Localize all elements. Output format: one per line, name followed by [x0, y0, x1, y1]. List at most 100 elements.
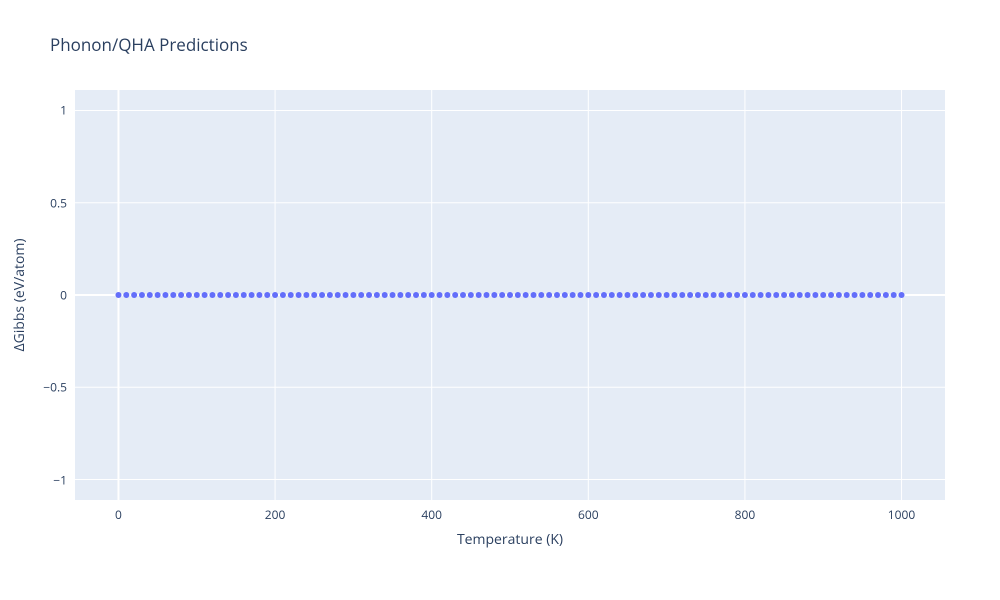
data-point	[632, 292, 638, 298]
data-point	[452, 292, 458, 298]
data-point	[115, 292, 121, 298]
data-point	[515, 292, 521, 298]
data-point	[899, 292, 905, 298]
chart-container: Phonon/QHA Predictions ΔGibbs (eV/atom) …	[0, 0, 1000, 600]
plot-area	[75, 90, 945, 500]
y-tick-label: −0.5	[43, 379, 67, 396]
x-tick-label: 800	[735, 506, 756, 523]
data-point	[429, 292, 435, 298]
data-point	[225, 292, 231, 298]
data-point	[836, 292, 842, 298]
data-point	[781, 292, 787, 298]
data-point	[217, 292, 223, 298]
data-point	[335, 292, 341, 298]
x-tick-label: 0	[115, 506, 122, 523]
data-point	[742, 292, 748, 298]
data-point	[875, 292, 881, 298]
data-point	[570, 292, 576, 298]
x-axis-label: Temperature (K)	[75, 530, 945, 549]
data-point	[820, 292, 826, 298]
data-point	[358, 292, 364, 298]
data-point	[139, 292, 145, 298]
data-point	[209, 292, 215, 298]
data-point	[656, 292, 662, 298]
data-point	[577, 292, 583, 298]
data-point	[562, 292, 568, 298]
data-point	[178, 292, 184, 298]
y-tick-label: 0	[60, 287, 67, 304]
data-point	[797, 292, 803, 298]
y-tick-label: 0.5	[50, 194, 67, 211]
data-point	[131, 292, 137, 298]
data-point	[499, 292, 505, 298]
x-tick-label: 600	[578, 506, 599, 523]
x-tick-label: 200	[265, 506, 286, 523]
data-point	[194, 292, 200, 298]
data-point	[444, 292, 450, 298]
data-point	[374, 292, 380, 298]
data-point	[405, 292, 411, 298]
data-point	[609, 292, 615, 298]
data-point	[812, 292, 818, 298]
data-point	[828, 292, 834, 298]
data-point	[123, 292, 129, 298]
data-point	[397, 292, 403, 298]
data-point	[147, 292, 153, 298]
data-point	[186, 292, 192, 298]
data-point	[671, 292, 677, 298]
y-tick-label: 1	[60, 102, 67, 119]
y-tick-label: −1	[53, 471, 67, 488]
data-point	[507, 292, 513, 298]
data-point	[679, 292, 685, 298]
data-point	[413, 292, 419, 298]
data-point	[538, 292, 544, 298]
data-point	[437, 292, 443, 298]
data-point	[703, 292, 709, 298]
data-point	[366, 292, 372, 298]
data-point	[687, 292, 693, 298]
data-point	[867, 292, 873, 298]
data-point	[758, 292, 764, 298]
data-point	[734, 292, 740, 298]
data-point	[530, 292, 536, 298]
data-point	[241, 292, 247, 298]
data-point	[390, 292, 396, 298]
data-point	[468, 292, 474, 298]
data-point	[476, 292, 482, 298]
data-point	[844, 292, 850, 298]
data-point	[233, 292, 239, 298]
data-point	[256, 292, 262, 298]
data-point	[664, 292, 670, 298]
data-point	[805, 292, 811, 298]
data-point	[695, 292, 701, 298]
data-point	[773, 292, 779, 298]
data-point	[249, 292, 255, 298]
data-point	[546, 292, 552, 298]
data-point	[264, 292, 270, 298]
chart-title: Phonon/QHA Predictions	[50, 33, 248, 56]
data-point	[327, 292, 333, 298]
data-point	[554, 292, 560, 298]
data-point	[585, 292, 591, 298]
data-point	[711, 292, 717, 298]
data-point	[789, 292, 795, 298]
x-tick-label: 400	[421, 506, 442, 523]
data-point	[750, 292, 756, 298]
data-point	[162, 292, 168, 298]
data-point	[859, 292, 865, 298]
data-point	[624, 292, 630, 298]
data-point	[601, 292, 607, 298]
data-point	[460, 292, 466, 298]
data-point	[319, 292, 325, 298]
data-point	[617, 292, 623, 298]
data-point	[288, 292, 294, 298]
data-point	[311, 292, 317, 298]
data-point	[718, 292, 724, 298]
data-point	[296, 292, 302, 298]
data-point	[891, 292, 897, 298]
data-point	[280, 292, 286, 298]
data-point	[382, 292, 388, 298]
data-point	[421, 292, 427, 298]
y-axis-label: ΔGibbs (eV/atom)	[10, 145, 30, 445]
x-tick-label: 1000	[888, 506, 915, 523]
